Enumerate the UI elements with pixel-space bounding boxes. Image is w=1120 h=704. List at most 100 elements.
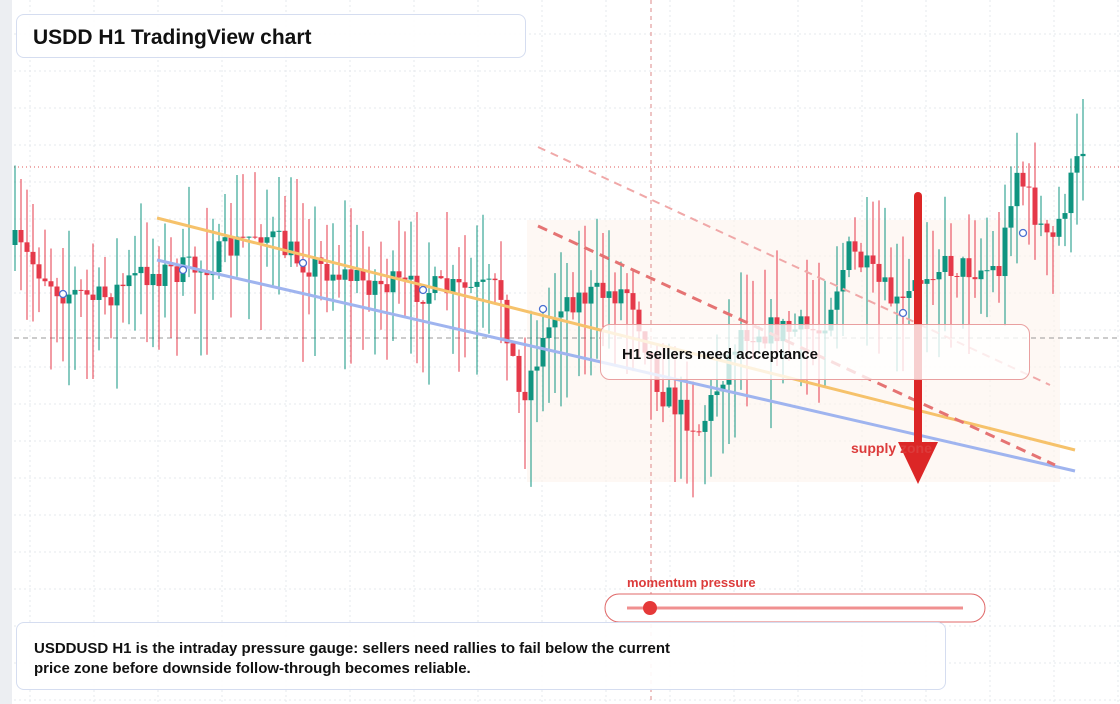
candle-body [30,251,36,265]
candle-body [540,337,546,367]
candle-body [858,251,864,268]
marker [538,304,548,314]
candle-body [408,275,414,280]
title-box: USDD H1 TradingView chart [16,14,526,58]
candle-body [960,258,966,277]
title: USDD H1 TradingView chart [33,26,312,49]
candle-body [108,297,114,306]
candle-body [120,284,126,287]
candle-body [18,230,24,243]
candle-body [144,266,150,286]
candle-body [66,294,72,304]
candle-body [258,237,264,243]
candle-body [246,236,252,238]
candle-body [1056,218,1062,237]
candle-body [270,231,276,238]
candle-body [1062,213,1068,219]
candle-body [162,264,168,286]
candle-body [150,273,156,286]
candle-body [288,241,294,256]
candle-body [492,278,498,281]
candle-body [1038,223,1044,225]
candle-body [420,301,426,304]
candle-body [582,292,588,304]
candle-body [534,366,540,371]
candle-body [426,293,432,304]
candle-body [558,311,564,318]
candle-body [660,391,666,407]
marker [58,289,68,299]
candle-body [36,264,42,279]
candle-body [612,291,618,304]
candle-body [48,281,54,287]
candle-body [396,271,402,278]
candle-body [486,278,492,280]
candle-body [684,399,690,431]
candle-body [192,256,198,273]
candle-body [606,291,612,298]
candle-body [366,280,372,295]
candle-body [138,266,144,274]
candle-body [96,286,102,300]
candle-body [1044,223,1050,233]
candle-body [78,289,84,291]
candle-body [672,387,678,415]
candle-body [990,266,996,271]
candle-body [1080,153,1086,157]
candle-body [708,395,714,421]
candle-body [54,286,60,297]
candle-body [594,282,600,287]
marker [1018,228,1028,238]
candle-body [216,241,222,272]
candle-body [234,236,240,256]
candle-body [696,431,702,433]
candle-body [1014,172,1020,207]
candle-body [306,272,312,277]
left-edge [0,0,12,704]
candle-body [498,280,504,300]
candle-body [834,291,840,310]
candle-body [1068,172,1074,214]
candle-body [714,391,720,396]
candle-body [636,309,642,332]
candle-body [678,399,684,415]
marker [898,308,908,318]
candle-body [384,284,390,293]
candle-body [1032,187,1038,225]
candle-body [324,263,330,281]
gauge-knob [643,601,657,615]
candle-body [432,276,438,294]
candle-body [12,230,18,245]
arrow-head [898,442,938,484]
candle-body [528,370,534,401]
candle-body [942,255,948,273]
candle-body [390,271,396,293]
candle-body [846,241,852,271]
candle-body [72,289,78,295]
candle-body [564,297,570,312]
candle-body [24,242,30,252]
candle-body [474,281,480,287]
candle-body [342,269,348,280]
candle-body [264,237,270,243]
marker [178,265,188,275]
candle-body [1026,186,1032,188]
candle-body [510,343,516,356]
zone-label: supply zone [851,440,932,456]
candle-body [930,279,936,281]
candle-body [876,263,882,282]
candle-body [546,327,552,338]
candle-body [516,355,522,392]
gauge-label: momentum pressure [627,575,756,590]
candle-body [852,241,858,252]
candle-body [900,296,906,298]
candle-body [90,294,96,300]
candle-body [978,270,984,280]
candle-body [948,255,954,276]
candle-body [312,257,318,277]
candle-body [618,289,624,304]
candle-body [624,289,630,294]
candle-body [570,297,576,313]
candle-body [840,270,846,292]
candle-body [348,269,354,281]
